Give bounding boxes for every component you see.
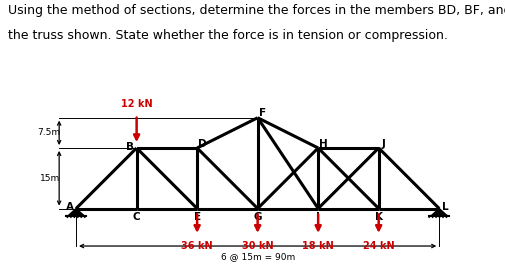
Text: F: F (259, 108, 266, 118)
Text: C: C (132, 212, 140, 222)
Text: Using the method of sections, determine the forces in the members BD, BF, and CE: Using the method of sections, determine … (8, 4, 505, 17)
Text: 24 kN: 24 kN (362, 241, 394, 251)
Text: 7.5m: 7.5m (37, 128, 60, 137)
Text: 30 kN: 30 kN (241, 241, 273, 251)
Text: 15m: 15m (40, 174, 60, 183)
Text: 18 kN: 18 kN (301, 241, 333, 251)
Text: 12 kN: 12 kN (121, 99, 152, 109)
Text: G: G (253, 212, 262, 222)
Text: D: D (197, 139, 206, 149)
Text: H: H (318, 139, 327, 149)
Text: L: L (441, 202, 447, 212)
Text: A: A (66, 202, 74, 212)
Text: I: I (316, 212, 320, 222)
Text: 36 kN: 36 kN (181, 241, 213, 251)
Text: E: E (193, 212, 200, 222)
Polygon shape (68, 209, 84, 216)
Polygon shape (430, 209, 446, 216)
Text: the truss shown. State whether the force is in tension or compression.: the truss shown. State whether the force… (8, 29, 446, 42)
Text: K: K (374, 212, 382, 222)
Text: J: J (381, 139, 385, 149)
Text: 6 @ 15m = 90m: 6 @ 15m = 90m (220, 252, 294, 261)
Text: B: B (126, 142, 134, 152)
